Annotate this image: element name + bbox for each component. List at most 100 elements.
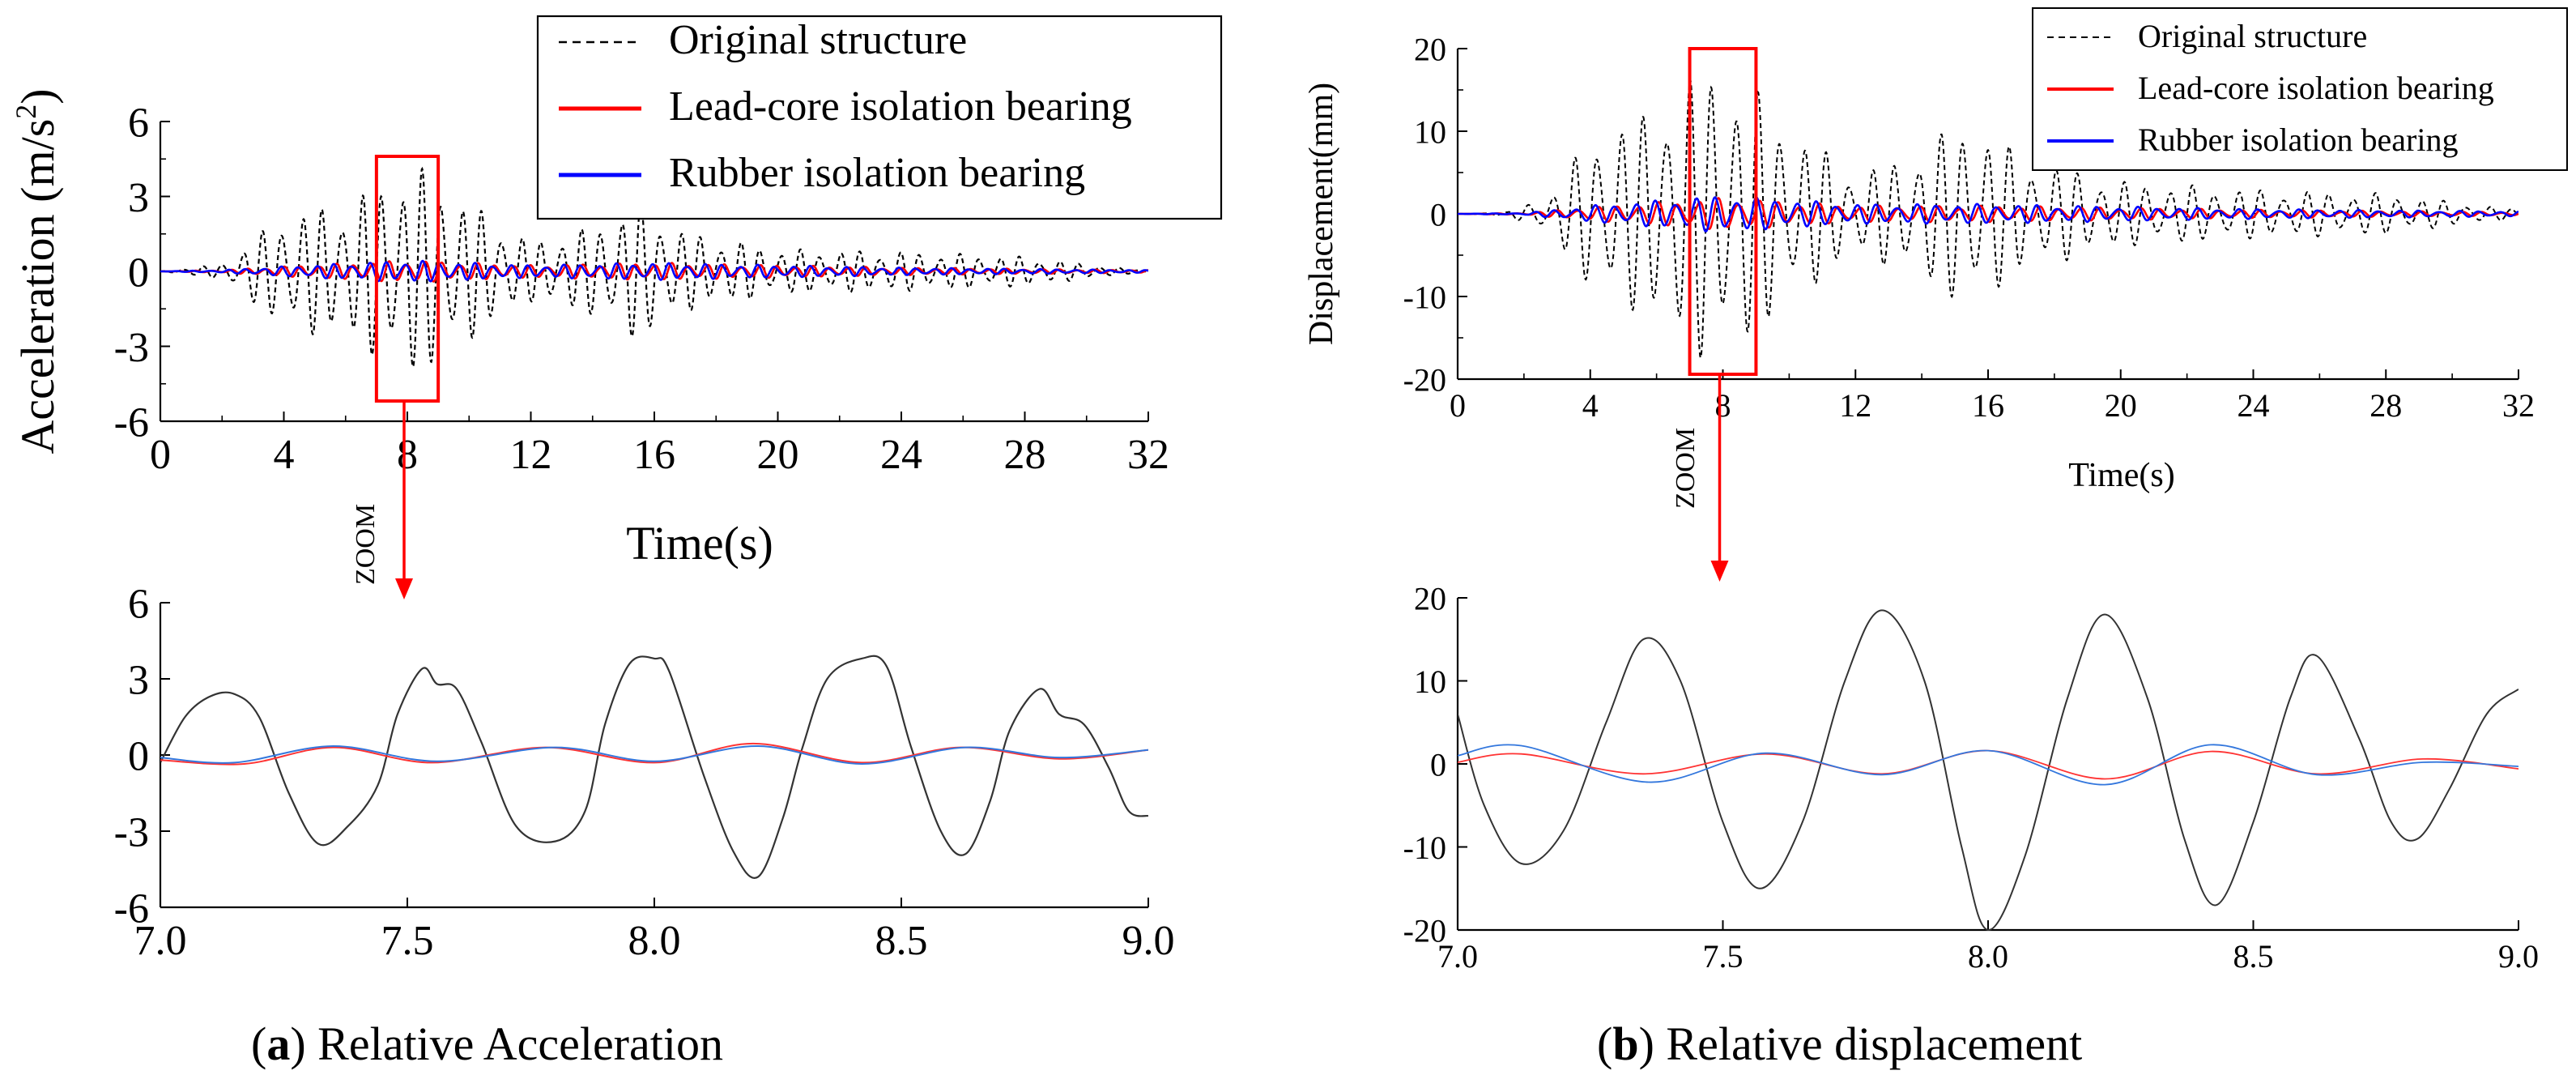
y-tick-label: -10 <box>1403 279 1446 315</box>
x-tick-label: 7.0 <box>134 918 187 964</box>
x-tick-label: 7.0 <box>1437 938 1478 975</box>
y-tick-label: 0 <box>128 734 149 780</box>
series-original-structure <box>1458 77 2519 360</box>
series-lead-core-isolation-bearing <box>1458 749 2519 780</box>
legend-label-1: Original structure <box>669 17 967 63</box>
acceleration-full-chart: 0 4 8 12 16 20 24 28 32 -6 -3 0 3 6 Time(s) Acceleratio… <box>10 15 1223 569</box>
y-axis-label-main: Acceleration (m/s <box>11 119 64 454</box>
zoom-window-disp_full <box>1688 47 1758 376</box>
legend-label-2: Lead-core isolation bearing <box>2138 70 2494 106</box>
y-axis-label-superscript: 2 <box>10 105 42 119</box>
x-tick-label: 7.5 <box>1703 938 1744 975</box>
x-tick-label: 20 <box>2105 387 2137 424</box>
displacement-zoom-chart: 7.0 7.5 8.0 8.5 9.0 -20 -10 0 10 20 <box>1403 580 2539 975</box>
y-tick-label: -3 <box>114 325 149 371</box>
legend-label-1: Original structure <box>2138 18 2367 54</box>
y-tick-label: 20 <box>1414 580 1446 616</box>
x-tick-label: 32 <box>1127 432 1169 478</box>
y-tick-label: -10 <box>1403 830 1446 866</box>
x-tick-label: 8.0 <box>1968 938 2008 975</box>
legend: Original structure Lead-core isolation be… <box>2032 7 2568 171</box>
series-rubber-isolation-bearing <box>1458 744 2519 786</box>
y-tick-label: 0 <box>1430 746 1446 783</box>
zoom-arrowhead <box>1710 561 1729 582</box>
x-tick-label: 0 <box>1450 387 1466 424</box>
plot-area <box>1458 609 2519 931</box>
y-tick-label: 10 <box>1414 113 1446 150</box>
x-tick-label: 16 <box>633 432 675 478</box>
y-tick-label: 6 <box>128 582 149 628</box>
y-axis-label-end: ) <box>11 88 64 104</box>
y-tick-label: 10 <box>1414 663 1446 700</box>
zoom-arrowhead <box>395 578 413 599</box>
y-tick-label: 3 <box>128 175 149 221</box>
legend-label-2: Lead-core isolation bearing <box>669 83 1132 130</box>
legend: Original structure Lead-core isolation be… <box>536 15 1223 220</box>
x-tick-label: 0 <box>150 432 171 478</box>
x-tick-label: 4 <box>274 432 295 478</box>
plot-area <box>1458 77 2519 360</box>
y-tick-label: -3 <box>114 810 149 856</box>
series-rubber-isolation-bearing <box>160 744 1148 766</box>
x-axis-label: Time(s) <box>2068 457 2174 494</box>
x-tick-label: 7.5 <box>381 918 434 964</box>
legend-label-3: Rubber isolation bearing <box>2138 122 2458 158</box>
y-tick-label: 0 <box>1430 196 1446 232</box>
y-tick-label: 20 <box>1414 31 1446 67</box>
series-lead-core-isolation-bearing <box>160 742 1148 766</box>
series-lead-core-isolation-bearing <box>1458 197 2519 230</box>
x-tick-label: 16 <box>1972 387 2004 424</box>
x-tick-label: 20 <box>757 432 799 478</box>
acceleration-zoom-chart: 7.0 7.5 8.0 8.5 9.0 -6 -3 0 3 6 <box>114 582 1175 964</box>
x-tick-label: 12 <box>1839 387 1871 424</box>
legend-box <box>2032 7 2568 171</box>
caption-a-text: Relative Acceleration <box>306 1017 723 1070</box>
y-tick-label: 0 <box>128 250 149 296</box>
legend-label-3: Rubber isolation bearing <box>669 150 1085 196</box>
x-tick-label: 28 <box>2369 387 2402 424</box>
y-axis-label: Acceleration (m/s2) <box>10 88 64 454</box>
legend-box <box>536 15 1223 220</box>
y-tick-label: 6 <box>128 100 149 147</box>
caption-b-letter: b <box>1612 1017 1638 1070</box>
x-axis-label: Time(s) <box>626 517 773 569</box>
series-original-structure <box>160 166 1148 369</box>
plot-area <box>160 655 1148 879</box>
y-tick-label: -20 <box>1403 912 1446 949</box>
x-tick-label: 28 <box>1004 432 1046 478</box>
plot-area <box>160 166 1148 369</box>
x-tick-label: 9.0 <box>1122 918 1175 964</box>
series-original-structure <box>1458 609 2519 931</box>
caption-b-letter-highlight <box>1597 995 1642 1081</box>
x-tick-label: 32 <box>2502 387 2535 424</box>
caption-b: (b) Relative displacement <box>1597 1017 2082 1070</box>
x-tick-label: 4 <box>1582 387 1599 424</box>
x-tick-label: 8 <box>1715 387 1731 424</box>
series-original-structure <box>160 655 1148 879</box>
x-tick-label: 8.0 <box>628 918 681 964</box>
y-tick-label: 3 <box>128 658 149 704</box>
caption-a-letter: a <box>266 1017 290 1070</box>
series-rubber-isolation-bearing <box>1458 196 2519 233</box>
y-tick-label: -6 <box>114 886 149 932</box>
x-tick-label: 12 <box>510 432 552 478</box>
y-tick-label: -6 <box>114 400 149 446</box>
x-tick-label: 24 <box>880 432 922 478</box>
x-tick-label: 9.0 <box>2498 938 2539 975</box>
caption-a-letter-highlight <box>280 995 326 1081</box>
displacement-full-chart: 0 4 8 12 16 20 24 28 32 -20 -10 0 10 20 Time(s) Displac… <box>1303 7 2568 494</box>
y-axis-label: Displacement(mm) <box>1303 83 1340 345</box>
caption-a: (a) Relative Acceleration <box>251 1017 723 1070</box>
zoom-label: ZOOM <box>1671 428 1701 509</box>
x-tick-label: 8.5 <box>2233 938 2274 975</box>
y-tick-label: -20 <box>1403 361 1446 398</box>
series-rubber-isolation-bearing <box>160 259 1148 283</box>
caption-b-text: Relative displacement <box>1654 1017 2082 1070</box>
zoom-indicators: ZOOM ZOOM <box>351 47 1758 599</box>
zoom-window-acc_full <box>374 155 441 403</box>
x-tick-label: 24 <box>2238 387 2270 424</box>
zoom-label: ZOOM <box>351 504 381 585</box>
x-tick-label: 8 <box>397 432 418 478</box>
x-tick-label: 8.5 <box>875 918 928 964</box>
